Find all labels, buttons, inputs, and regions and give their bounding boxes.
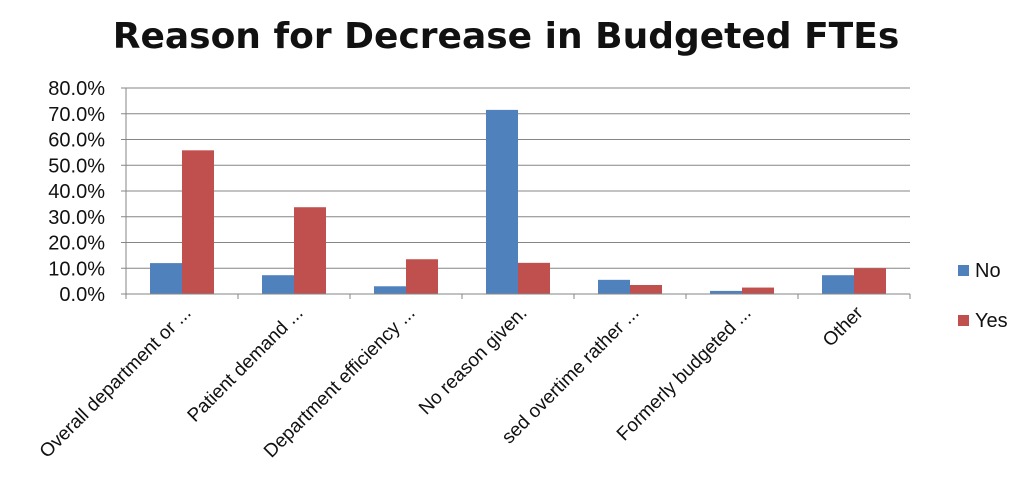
y-tick-label: 10.0% [48, 258, 105, 280]
bar-yes [854, 268, 886, 294]
y-tick-label: 30.0% [48, 207, 105, 229]
legend-swatch-no [958, 265, 969, 276]
y-tick-label: 70.0% [48, 104, 105, 126]
legend-label-yes: Yes [975, 310, 1008, 332]
bar-yes [406, 259, 438, 294]
y-tick-label: 80.0% [48, 78, 105, 100]
bar-no [262, 275, 294, 294]
legend-swatch-yes [958, 315, 969, 326]
bar-no [150, 263, 182, 294]
bar-no [486, 109, 518, 294]
y-tick-label: 60.0% [48, 130, 105, 152]
bar-yes [742, 287, 774, 294]
bar-no [598, 279, 630, 294]
axes [125, 88, 911, 299]
x-category-label: Patient demand ... [184, 303, 308, 427]
bars [150, 109, 886, 294]
x-category-label: No reason given. [415, 303, 531, 419]
legend-label-no: No [975, 260, 1001, 282]
y-tick-label: 0.0% [59, 284, 105, 306]
y-tick-label: 20.0% [48, 233, 105, 255]
bar-no [822, 275, 854, 294]
bar-yes [518, 262, 550, 294]
legend: No Yes [958, 260, 1008, 332]
bar-no [710, 290, 742, 294]
x-category-label: Other [819, 302, 868, 351]
x-axis-category-labels: Overall department or ...Patient demand … [36, 302, 868, 462]
bar-yes [630, 284, 662, 294]
bar-yes [182, 150, 214, 294]
y-axis-ticks: 0.0% 10.0% 20.0% 30.0% 40.0% 50.0% 60.0% 70.0% 8… [48, 78, 105, 306]
chart-title: Reason for Decrease in Budgeted FTEs [113, 16, 900, 57]
bar-yes [294, 207, 326, 294]
bar-no [374, 286, 406, 294]
y-tick-label: 50.0% [48, 155, 105, 177]
x-category-label: Overall department or ... [36, 303, 196, 463]
y-tick-label: 40.0% [48, 181, 105, 203]
